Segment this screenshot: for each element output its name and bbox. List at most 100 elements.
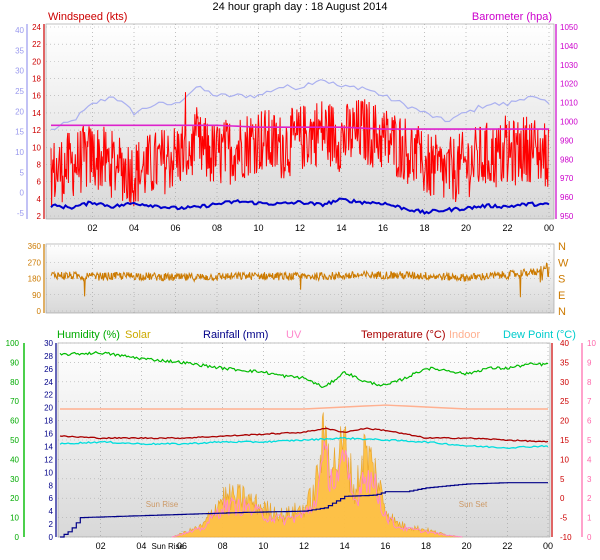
- gust-line: [50, 79, 550, 131]
- windspeed-tick-label: 20: [32, 57, 41, 66]
- temperature-x-tick-label: 14: [340, 541, 350, 551]
- humidity-tick-label: 40: [10, 455, 19, 464]
- temperature-tick-label: 0: [560, 494, 565, 503]
- windspeed-tick-label: 10: [32, 143, 41, 152]
- rainfall-tick-label: 20: [44, 404, 53, 413]
- temperature-x-tick-label: Sun Rise: [152, 542, 185, 551]
- rainfall-tick-label: 24: [44, 378, 53, 387]
- wind-pressure-panel: Windspeed (kts) Barometer (hpa) 02 04 06 08…: [15, 11, 578, 233]
- temperature-x-tick-label: 02: [96, 541, 106, 551]
- barometer-tick-label: 1020: [560, 80, 578, 89]
- temperature-x-tick-label: 10: [258, 541, 268, 551]
- compass-label: N: [558, 241, 566, 253]
- barometer-tick-label: 1000: [560, 118, 578, 127]
- average-wind-line: [50, 197, 550, 215]
- barometer-tick-label: 990: [560, 136, 574, 145]
- sun-rise-annotation: Sun Rise: [146, 500, 179, 509]
- rainfall-tick-label: 2: [49, 520, 54, 529]
- windspeed-outer-tick-label: -5: [17, 209, 25, 218]
- temperature-tick-label: 30: [560, 378, 569, 387]
- temperature-tick-label: 25: [560, 397, 569, 406]
- uv-tick-label: 1: [587, 514, 592, 523]
- wind-x-tick-label: 22: [502, 223, 512, 233]
- uv-line: [171, 440, 463, 538]
- rainfall-tick-label: 4: [49, 507, 54, 516]
- indoor-line: [60, 404, 548, 410]
- barometer-tick-label: 1050: [560, 23, 578, 32]
- windspeed-outer-tick-label: 25: [15, 87, 24, 96]
- windspeed-tick-label: 2: [37, 212, 42, 221]
- windspeed-tick-label: 4: [37, 195, 42, 204]
- barometer-tick-label: 1040: [560, 42, 578, 51]
- windspeed-tick-label: 24: [32, 23, 41, 32]
- barometer-tick-label: 970: [560, 174, 574, 183]
- compass-label: W: [558, 257, 569, 269]
- humidity-tick-label: 30: [10, 475, 19, 484]
- uv-tick-label: 2: [587, 494, 592, 503]
- temperature-legend-label: Temperature (°C): [361, 329, 445, 341]
- barometer-tick-label: 950: [560, 212, 574, 221]
- uv-legend-label: UV: [286, 329, 302, 341]
- temperature-line: [59, 427, 549, 443]
- temperature-x-tick-label: 16: [380, 541, 390, 551]
- barometer-tick-label: 980: [560, 155, 574, 164]
- temperature-tick-label: -5: [560, 514, 568, 523]
- humidity-tick-label: 50: [10, 436, 19, 445]
- humidity-tick-label: 20: [10, 494, 19, 503]
- barometer-tick-label: 960: [560, 193, 574, 202]
- windspeed-tick-label: 18: [32, 75, 41, 84]
- rainfall-legend-label: Rainfall (mm): [203, 329, 268, 341]
- temperature-x-tick-label: 00: [543, 541, 553, 551]
- windspeed-outer-tick-label: 5: [20, 168, 25, 177]
- windspeed-axis-label: Windspeed (kts): [48, 11, 127, 23]
- uv-tick-label: 6: [587, 417, 592, 426]
- uv-tick-label: 9: [587, 358, 592, 367]
- rainfall-tick-label: 26: [44, 365, 53, 374]
- barometer-axis-label: Barometer (hpa): [472, 11, 552, 23]
- temperature-series: [59, 350, 549, 538]
- temperature-tick-label: 20: [560, 417, 569, 426]
- rainfall-tick-label: 22: [44, 391, 53, 400]
- dewpoint-legend-label: Dew Point (°C): [503, 329, 576, 341]
- windspeed-line: [50, 92, 550, 207]
- windspeed-tick-label: 6: [37, 178, 42, 187]
- temperature-tick-label: -10: [560, 533, 572, 542]
- temperature-x-tick-label: 20: [462, 541, 472, 551]
- windspeed-outer-tick-label: 40: [15, 26, 24, 35]
- wind-x-tick-label: 08: [212, 223, 222, 233]
- direction-tick-label: 180: [28, 275, 42, 284]
- windspeed-tick-label: 16: [32, 92, 41, 101]
- wind-x-tick-label: 18: [419, 223, 429, 233]
- barometer-line: [51, 124, 549, 130]
- rainfall-tick-label: 6: [49, 494, 54, 503]
- windspeed-outer-tick-label: 30: [15, 67, 24, 76]
- rainfall-tick-label: 30: [44, 339, 53, 348]
- uv-tick-label: 7: [587, 397, 592, 406]
- windspeed-tick-label: 22: [32, 40, 41, 49]
- rainfall-tick-label: 18: [44, 417, 53, 426]
- temperature-tick-label: 35: [560, 358, 569, 367]
- temperature-x-tick-label: 18: [421, 541, 431, 551]
- rainfall-tick-label: 0: [49, 533, 54, 542]
- temperature-ticks: 4035302520151050-5-101098765432101009080…: [6, 339, 597, 551]
- humidity-tick-label: 100: [6, 339, 20, 348]
- wind-direction-grid: [46, 244, 554, 313]
- dewpoint-line: [59, 436, 549, 450]
- temperature-x-tick-label: 12: [299, 541, 309, 551]
- direction-tick-label: 90: [32, 291, 41, 300]
- uv-tick-label: 10: [587, 339, 596, 348]
- rainfall-tick-label: 12: [44, 455, 53, 464]
- sun-set-annotation: Sun Set: [459, 500, 488, 509]
- wind-pressure-ticks: 02 04 06 08 10 12 14 16 18 20 22 002422201816141210…: [15, 23, 578, 233]
- temperature-x-tick-label: 06: [177, 541, 187, 551]
- uv-tick-label: 0: [587, 533, 592, 542]
- wind-direction-series: [50, 262, 550, 298]
- humidity-tick-label: 10: [10, 514, 19, 523]
- rainfall-line: [60, 482, 548, 538]
- wind-x-tick-label: 06: [170, 223, 180, 233]
- windspeed-tick-label: 14: [32, 109, 41, 118]
- uv-tick-label: 8: [587, 378, 592, 387]
- temperature-tick-label: 5: [560, 475, 565, 484]
